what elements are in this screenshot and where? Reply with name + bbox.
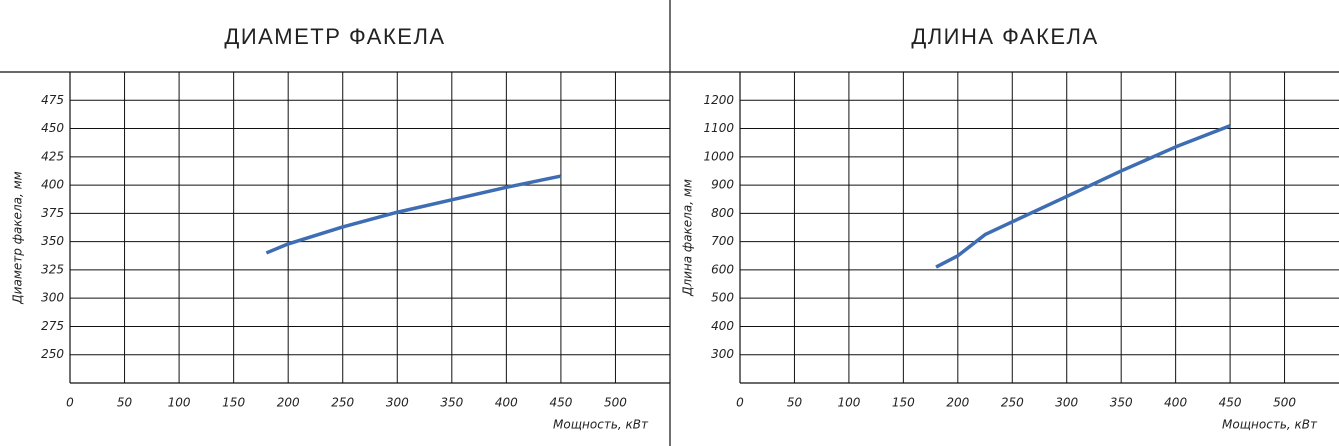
chart-title: ДИАМЕТР ФАКЕЛА [224, 24, 445, 49]
y-tick-label: 475 [41, 93, 64, 107]
y-tick-label: 300 [711, 347, 734, 361]
x-tick-label: 350 [440, 396, 463, 410]
y-axis-label: Диаметр факела, мм [11, 171, 25, 304]
y-tick-label: 425 [41, 149, 64, 163]
x-tick-label: 0 [66, 396, 74, 410]
chart-title: ДЛИНА ФАКЕЛА [911, 24, 1098, 49]
x-tick-label: 0 [736, 396, 744, 410]
y-tick-label: 450 [41, 121, 64, 135]
x-tick-label: 200 [277, 396, 300, 410]
y-tick-label: 1200 [703, 93, 734, 107]
x-tick-label: 50 [117, 396, 133, 410]
x-tick-label: 500 [604, 396, 627, 410]
data-line [265, 174, 562, 255]
y-tick-label: 400 [711, 319, 734, 333]
y-tick-label: 600 [711, 262, 734, 276]
y-tick-label: 250 [41, 347, 64, 361]
y-tick-label: 800 [711, 206, 734, 220]
y-tick-label: 400 [41, 178, 64, 192]
y-tick-label: 900 [711, 178, 734, 192]
y-tick-label: 1000 [703, 149, 734, 163]
x-tick-label: 200 [946, 396, 969, 410]
y-tick-label: 700 [711, 234, 734, 248]
x-tick-label: 150 [222, 396, 245, 410]
x-tick-label: 300 [1055, 396, 1078, 410]
data-line [935, 124, 1231, 269]
y-axis-label: Длина факела, мм [681, 179, 695, 297]
x-tick-label: 50 [787, 396, 803, 410]
y-tick-label: 275 [41, 319, 64, 333]
x-tick-label: 300 [386, 396, 409, 410]
y-tick-label: 325 [41, 262, 64, 276]
x-tick-label: 100 [168, 396, 191, 410]
x-tick-label: 400 [1164, 396, 1187, 410]
y-tick-label: 500 [711, 291, 734, 305]
y-tick-label: 1100 [703, 121, 734, 135]
x-tick-label: 500 [1273, 396, 1296, 410]
x-tick-label: 250 [331, 396, 354, 410]
y-tick-label: 300 [41, 291, 64, 305]
x-tick-label: 150 [892, 396, 915, 410]
x-tick-label: 450 [549, 396, 572, 410]
x-tick-label: 100 [837, 396, 860, 410]
x-axis-label: Мощность, кВт [553, 418, 649, 432]
x-axis-label: Мощность, кВт [1222, 418, 1318, 432]
x-tick-label: 400 [495, 396, 518, 410]
x-tick-label: 250 [1001, 396, 1024, 410]
y-tick-label: 350 [41, 234, 64, 248]
x-tick-label: 350 [1110, 396, 1133, 410]
x-tick-label: 450 [1219, 396, 1242, 410]
y-tick-label: 375 [41, 206, 64, 220]
